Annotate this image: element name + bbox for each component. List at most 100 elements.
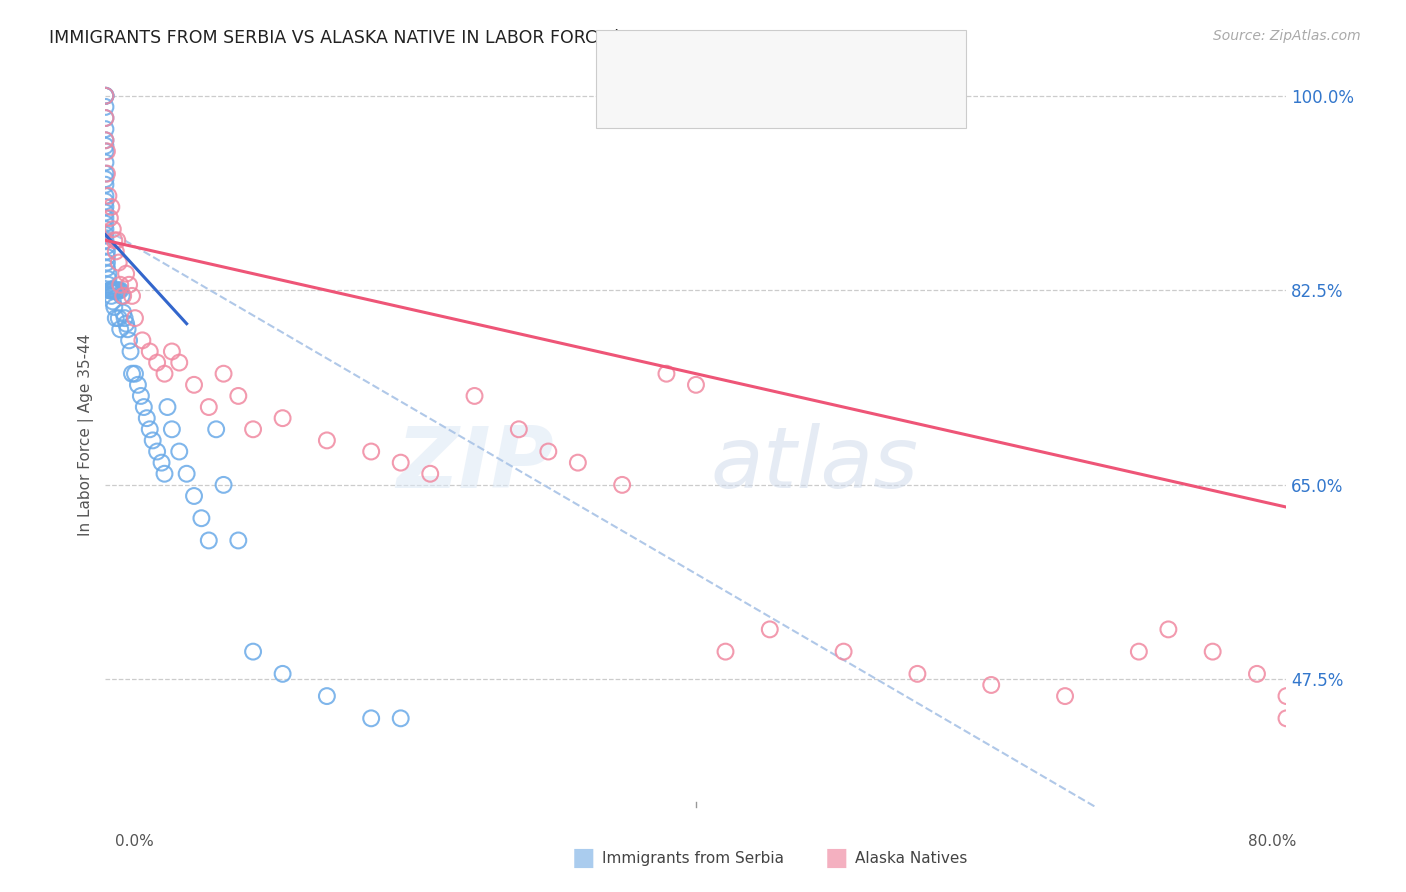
Text: ■: ■ (825, 847, 848, 870)
Point (183, 489, 205, 503)
Text: ■: ■ (619, 45, 641, 69)
Point (110, 283, 132, 297)
Point (212, 367, 235, 381)
Y-axis label: In Labor Force | Age 35-44: In Labor Force | Age 35-44 (79, 334, 94, 536)
Point (121, 367, 143, 381)
Point (242, 645, 264, 659)
Text: ■: ■ (572, 847, 595, 870)
Point (156, 400, 179, 414)
Text: Alaska Natives: Alaska Natives (855, 851, 967, 865)
Point (104, 283, 127, 297)
Point (94, 145, 117, 159)
Point (103, 300, 125, 314)
Point (94, 205, 117, 219)
Point (118, 334, 141, 348)
Point (94, 138, 117, 153)
Point (101, 222, 124, 236)
Point (94, 88, 117, 103)
Point (96, 255, 118, 269)
Point (112, 305, 135, 319)
Point (96, 250, 118, 264)
Point (832, 645, 855, 659)
Point (142, 434, 165, 448)
Point (138, 344, 162, 359)
Point (101, 283, 124, 297)
Point (1201, 645, 1223, 659)
Point (97, 189, 120, 203)
Point (242, 422, 264, 436)
Text: N =: N = (749, 48, 801, 66)
Point (94, 211, 117, 225)
Point (96, 145, 118, 159)
Point (100, 283, 122, 297)
Point (360, 444, 382, 458)
Point (176, 467, 198, 481)
Point (100, 283, 122, 297)
Point (1275, 689, 1298, 703)
Point (103, 233, 125, 247)
Point (107, 311, 129, 326)
Point (98, 211, 121, 225)
Point (205, 422, 228, 436)
Point (107, 255, 129, 269)
Text: ■: ■ (619, 92, 641, 115)
Text: -0.233: -0.233 (693, 95, 758, 112)
Point (980, 678, 1002, 692)
Text: atlas: atlas (710, 423, 918, 506)
Point (271, 411, 294, 425)
Point (94, 88, 117, 103)
Text: IMMIGRANTS FROM SERBIA VS ALASKA NATIVE IN LABOR FORCE | AGE 35-44 CORRELATION C: IMMIGRANTS FROM SERBIA VS ALASKA NATIVE … (49, 29, 911, 46)
Point (1128, 645, 1150, 659)
Point (94, 172, 117, 186)
Point (105, 233, 128, 247)
Text: N =: N = (749, 95, 801, 112)
Point (114, 311, 136, 326)
Point (197, 533, 219, 548)
Point (94, 189, 117, 203)
Point (105, 283, 128, 297)
Point (111, 289, 134, 303)
Point (228, 533, 250, 548)
Point (112, 289, 135, 303)
Text: R =: R = (658, 95, 697, 112)
Point (94, 155, 117, 169)
Point (315, 434, 337, 448)
Text: ZIP: ZIP (396, 423, 554, 506)
Text: R =: R = (658, 48, 697, 66)
Point (150, 456, 173, 470)
Point (100, 200, 122, 214)
Point (94, 227, 117, 242)
Point (96, 167, 118, 181)
Text: Immigrants from Serbia: Immigrants from Serbia (602, 851, 783, 865)
Point (118, 277, 141, 292)
Text: 54: 54 (810, 95, 835, 112)
Point (389, 711, 412, 725)
Point (94, 233, 117, 247)
Point (197, 400, 219, 414)
Point (537, 444, 560, 458)
Point (160, 422, 183, 436)
Point (101, 283, 124, 297)
Point (1054, 689, 1077, 703)
Point (146, 444, 169, 458)
Point (714, 645, 737, 659)
Point (315, 689, 337, 703)
Point (508, 422, 530, 436)
Text: 0.0%: 0.0% (115, 834, 155, 848)
Point (169, 355, 191, 369)
Point (1275, 711, 1298, 725)
Point (655, 367, 678, 381)
Point (124, 367, 146, 381)
Point (96, 261, 118, 276)
Point (94, 100, 117, 114)
Point (110, 322, 132, 336)
Point (94, 178, 117, 192)
Point (153, 367, 176, 381)
Point (759, 623, 782, 637)
Text: -0.148: -0.148 (693, 48, 758, 66)
Point (228, 389, 250, 403)
Point (567, 456, 589, 470)
Point (94, 111, 117, 125)
Point (98, 283, 121, 297)
Point (1157, 623, 1180, 637)
